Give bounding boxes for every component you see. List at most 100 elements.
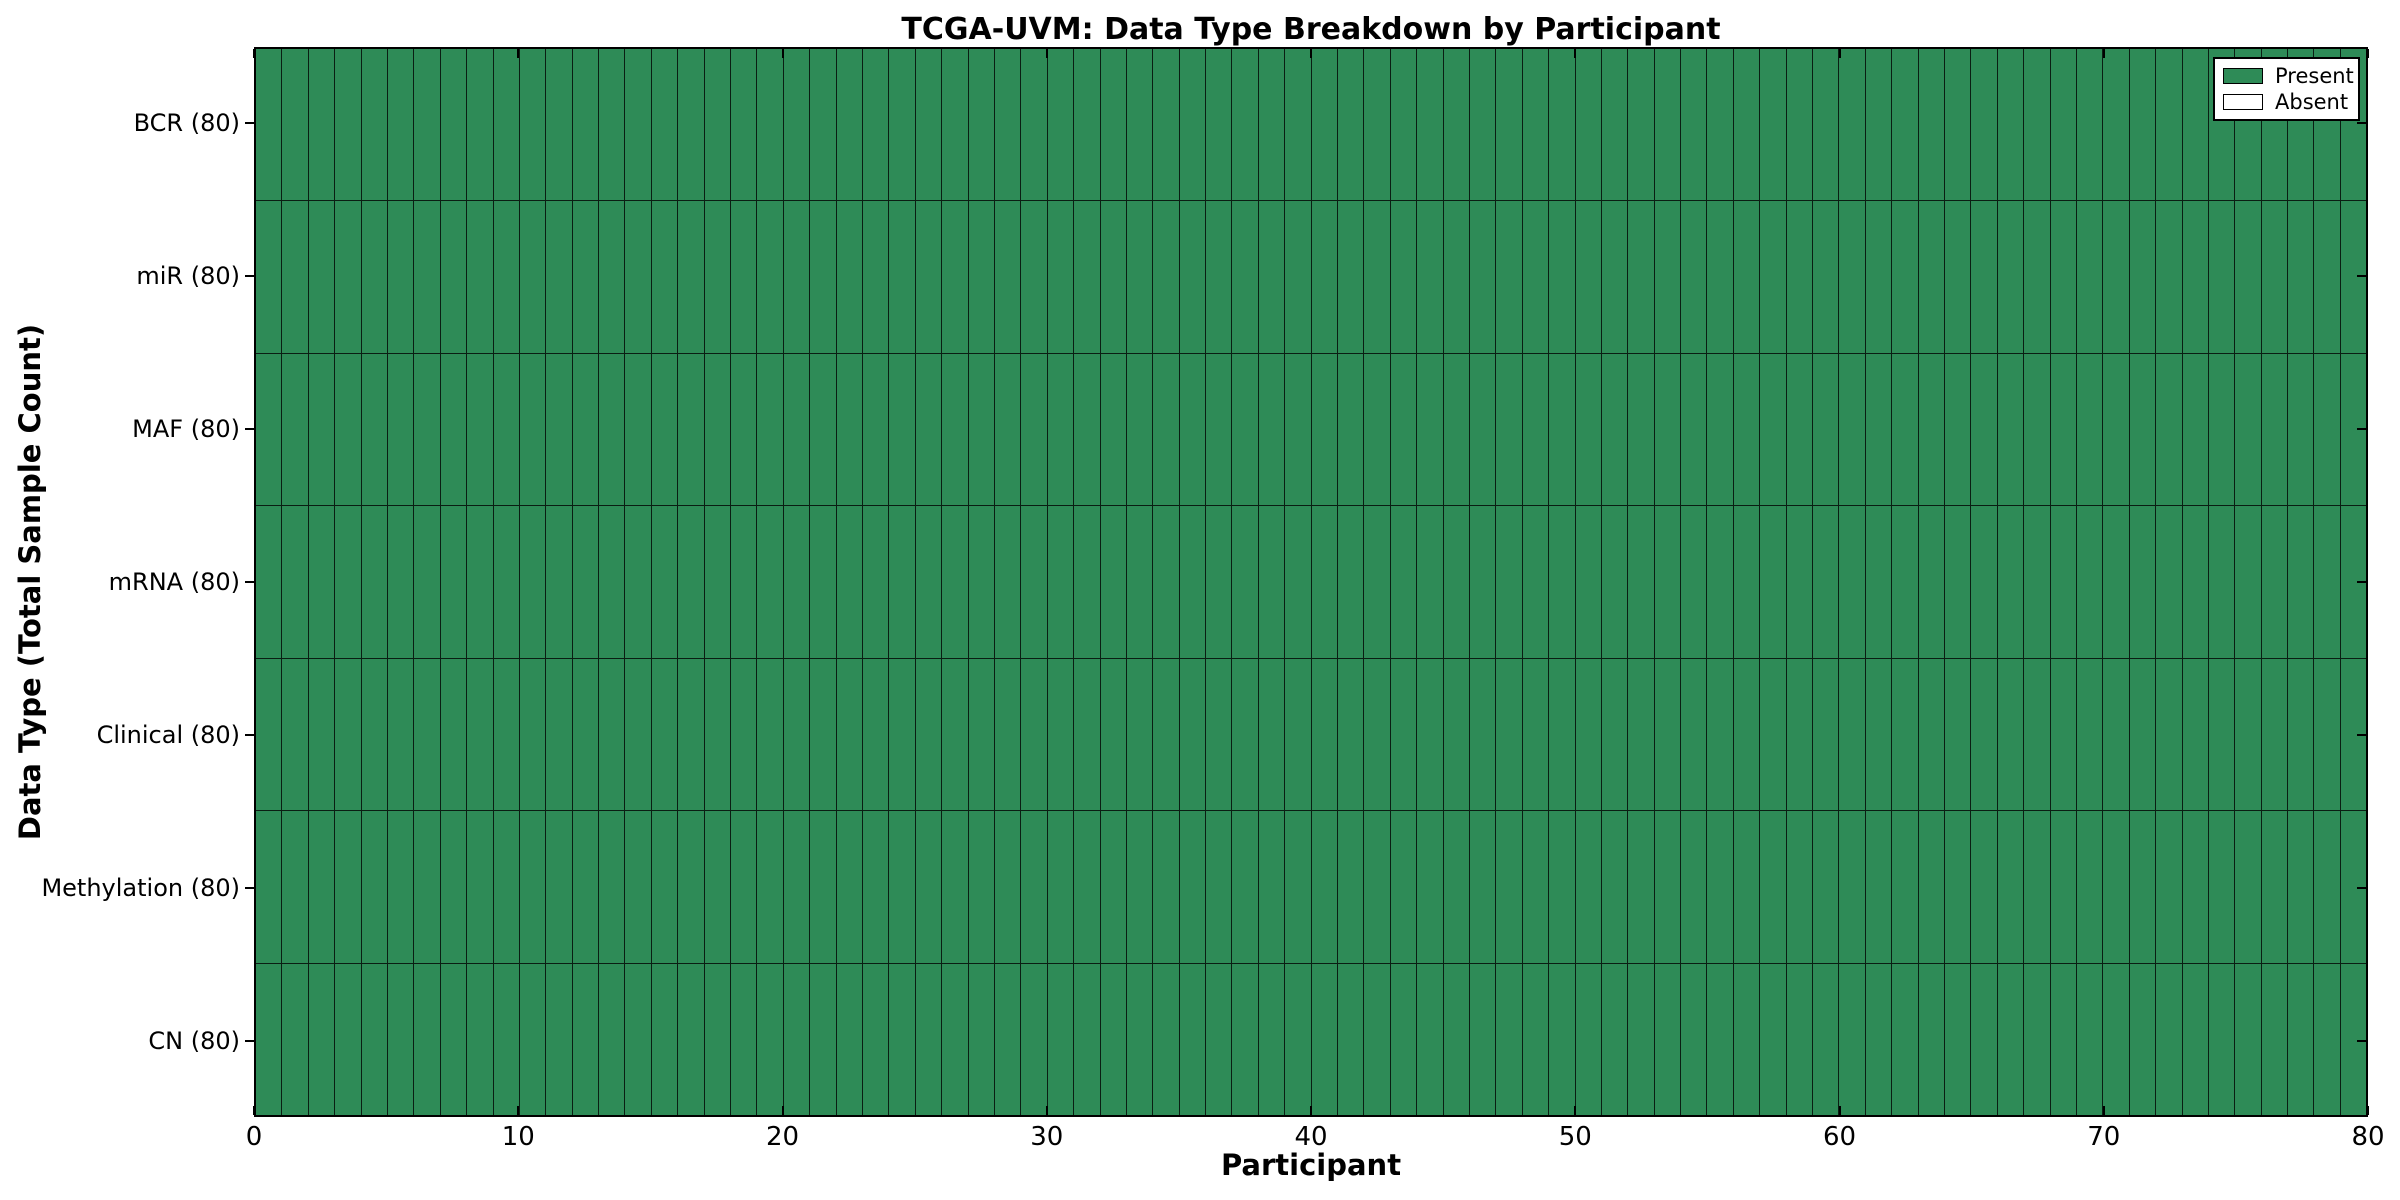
heatmap-cell <box>1813 963 1840 1115</box>
heatmap-cell <box>994 811 1022 963</box>
heatmap-cell <box>1074 506 1101 658</box>
heatmap-cell <box>1364 658 1391 811</box>
heatmap-cell <box>968 658 995 811</box>
heatmap-cell <box>1311 658 1339 811</box>
heatmap-cell <box>1021 353 1048 506</box>
x-axis-tick-bottom <box>517 1106 520 1115</box>
heatmap-cell <box>1971 963 1998 1115</box>
heatmap-cell <box>1047 811 1075 963</box>
heatmap-cell <box>678 963 705 1115</box>
heatmap-cell <box>1364 49 1391 201</box>
x-tick-label: 80 <box>2351 1122 2385 1152</box>
heatmap-cell <box>1681 811 1708 963</box>
heatmap-cell <box>2050 201 2077 353</box>
heatmap-cell <box>546 658 573 811</box>
heatmap-cell <box>308 506 336 658</box>
heatmap-cell <box>1338 506 1365 658</box>
heatmap-cell <box>994 353 1022 506</box>
heatmap-cell <box>1628 506 1655 658</box>
heatmap-cell <box>1021 49 1048 201</box>
y-axis-tick-right <box>2357 428 2366 431</box>
heatmap-cell <box>783 811 811 963</box>
heatmap-cell <box>1997 506 2025 658</box>
heatmap-cell <box>2076 658 2104 811</box>
heatmap-cell <box>599 811 626 963</box>
heatmap-cell <box>572 658 600 811</box>
legend-label-absent: Absent <box>2275 90 2349 114</box>
heatmap-cell <box>1496 506 1523 658</box>
heatmap-cell <box>625 963 652 1115</box>
heatmap-cell <box>1047 658 1075 811</box>
heatmap-cell <box>282 506 309 658</box>
heatmap-cell <box>2076 201 2104 353</box>
heatmap-cell <box>1232 811 1259 963</box>
heatmap-cell <box>2156 506 2183 658</box>
heatmap-cell <box>1258 201 1286 353</box>
heatmap-cell <box>1681 201 1708 353</box>
heatmap-cell <box>1971 201 1998 353</box>
heatmap-cell <box>994 658 1022 811</box>
heatmap-cell <box>1074 963 1101 1115</box>
heatmap-cell <box>889 353 916 506</box>
heatmap-cell <box>1628 353 1655 506</box>
heatmap-cell <box>1417 353 1444 506</box>
heatmap-cell <box>1258 49 1286 201</box>
heatmap-cell <box>2261 353 2289 506</box>
heatmap-cell <box>1206 963 1233 1115</box>
heatmap-cell <box>1285 963 1312 1115</box>
heatmap-cell <box>915 811 943 963</box>
heatmap-cell <box>1206 49 1233 201</box>
heatmap-cell <box>2076 353 2104 506</box>
heatmap-cell <box>493 506 520 658</box>
y-axis-label: Data Type (Total Sample Count) <box>13 323 47 841</box>
heatmap-cell <box>1469 201 1497 353</box>
heatmap-cell <box>810 353 837 506</box>
heatmap-cell <box>1469 963 1497 1115</box>
heatmap-cell <box>1813 811 1840 963</box>
heatmap-cell <box>2076 506 2104 658</box>
heatmap-cell <box>1258 811 1286 963</box>
y-tick-label: Methylation (80) <box>41 873 240 902</box>
heatmap-cell <box>467 353 494 506</box>
heatmap-cell <box>467 201 494 353</box>
heatmap-cell <box>414 506 441 658</box>
heatmap-cell <box>467 963 494 1115</box>
heatmap-cell <box>651 506 679 658</box>
heatmap-cell <box>256 963 283 1115</box>
heatmap-cell <box>1813 49 1840 201</box>
heatmap-cell <box>256 506 283 658</box>
heatmap-cell <box>625 201 652 353</box>
heatmap-cell <box>862 201 890 353</box>
heatmap-cell <box>1839 811 1866 963</box>
heatmap-cell <box>968 353 995 506</box>
heatmap-cell <box>2024 811 2051 963</box>
heatmap-cell <box>1206 353 1233 506</box>
heatmap-cell <box>2208 963 2236 1115</box>
heatmap-cell <box>2156 658 2183 811</box>
heatmap-cell <box>1628 963 1655 1115</box>
heatmap-cell <box>1707 201 1734 353</box>
heatmap-cell <box>2182 963 2209 1115</box>
heatmap-cell <box>2024 49 2051 201</box>
heatmap-row <box>256 506 2367 659</box>
heatmap-row <box>256 353 2367 507</box>
heatmap-cell <box>2261 201 2289 353</box>
heatmap-cell <box>757 353 784 506</box>
heatmap-cell <box>1997 353 2025 506</box>
heatmap-cell <box>1390 49 1418 201</box>
heatmap-cell <box>1153 49 1180 201</box>
heatmap-cell <box>2314 658 2341 811</box>
heatmap-cell <box>2288 658 2315 811</box>
heatmap-cell <box>915 49 943 201</box>
heatmap-cell <box>1892 49 1919 201</box>
heatmap-cell <box>335 49 362 201</box>
heatmap-cell <box>1971 49 1998 201</box>
heatmap-cell <box>1628 49 1655 201</box>
heatmap-cell <box>308 353 336 506</box>
heatmap-cell <box>942 963 969 1115</box>
heatmap-cell <box>889 963 916 1115</box>
heatmap-cell <box>1153 658 1180 811</box>
x-axis-tick-top <box>2367 49 2369 58</box>
heatmap-cell <box>2076 963 2104 1115</box>
heatmap-cell <box>678 201 705 353</box>
